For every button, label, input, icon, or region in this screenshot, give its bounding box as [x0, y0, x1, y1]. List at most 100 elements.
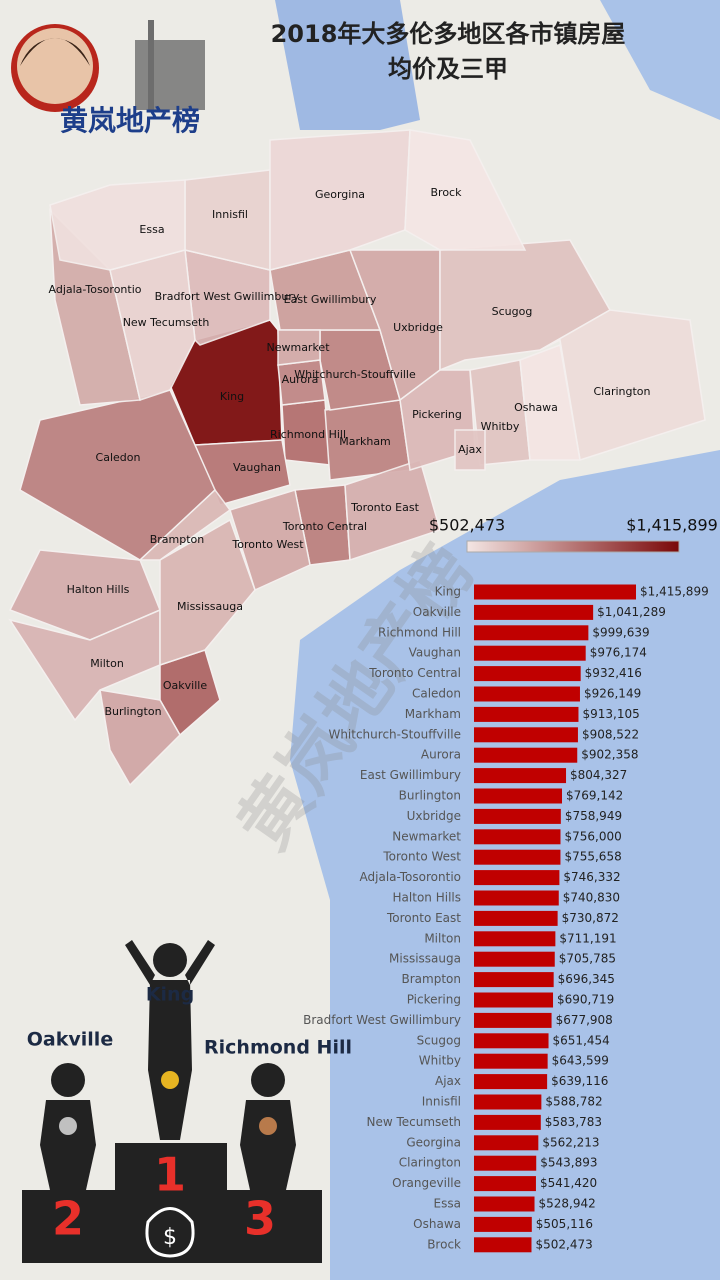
category-label: Burlington	[399, 789, 461, 803]
region-label: Toronto West	[231, 538, 304, 551]
value-label: $999,639	[592, 625, 649, 639]
bar	[474, 604, 594, 620]
bar	[474, 808, 561, 824]
lake-simcoe	[275, 0, 420, 130]
category-label: Toronto West	[382, 850, 461, 864]
podium-rank: 1	[154, 1148, 186, 1202]
region	[277, 329, 321, 366]
bar	[474, 1053, 548, 1069]
category-label: Georgina	[406, 1135, 461, 1149]
category-label: Orangeville	[392, 1176, 461, 1190]
region	[344, 459, 441, 562]
bar	[474, 686, 580, 702]
category-label: Brampton	[402, 972, 461, 986]
region-label: Uxbridge	[393, 321, 443, 334]
region-label: Georgina	[315, 188, 365, 201]
value-label: $1,415,899	[640, 585, 709, 599]
value-label: $543,893	[540, 1156, 597, 1170]
region	[539, 309, 706, 461]
region	[519, 343, 581, 461]
value-label: $740,830	[563, 891, 620, 905]
value-label: $677,908	[556, 1013, 613, 1027]
podium-rank: 3	[244, 1192, 276, 1246]
podium-base	[22, 1190, 322, 1263]
bar	[474, 1094, 542, 1110]
podium-name: King	[146, 984, 194, 1006]
value-label: $541,420	[540, 1176, 597, 1190]
value-label: $1,041,289	[597, 605, 666, 619]
bar	[474, 951, 555, 967]
podium-name: Richmond Hill	[204, 1037, 352, 1059]
region-label: Oshawa	[514, 401, 558, 414]
region-label: Caledon	[96, 451, 141, 464]
category-label: Vaughan	[409, 646, 461, 660]
title-line: 均价及三甲	[388, 55, 508, 83]
region-label: Halton Hills	[67, 583, 130, 596]
bag-symbol: $	[163, 1225, 177, 1250]
logo-hair	[20, 38, 90, 66]
value-label: $730,872	[562, 911, 619, 925]
value-label: $562,213	[542, 1135, 599, 1149]
category-label: Halton Hills	[393, 891, 461, 905]
region	[138, 488, 232, 561]
bar	[474, 890, 559, 906]
title-line: 2018年大多伦多地区各市镇房屋	[271, 20, 626, 48]
category-label: Brock	[427, 1237, 461, 1251]
region-label: Clarington	[593, 385, 650, 398]
region-label: King	[220, 390, 244, 403]
category-label: Whitby	[419, 1054, 461, 1068]
region-label: East Gwillimbury	[284, 293, 377, 306]
value-label: $755,658	[564, 850, 621, 864]
category-label: New Tecumseth	[367, 1115, 462, 1129]
figure-body	[125, 940, 215, 1140]
region-label: Scugog	[492, 305, 533, 318]
category-label: Aurora	[421, 748, 461, 762]
bar	[474, 788, 563, 804]
value-label: $756,000	[564, 829, 621, 843]
category-label: East Gwillimbury	[360, 768, 461, 782]
medal-gold	[161, 1071, 179, 1089]
category-label: Scugog	[417, 1033, 461, 1047]
region-label: Adjala-Tosorontio	[49, 283, 142, 296]
value-label: $705,785	[559, 952, 616, 966]
bar	[474, 1216, 532, 1232]
colorbar-max: $1,415,899	[626, 516, 718, 535]
value-label: $913,105	[582, 707, 639, 721]
logo-text: 黄岚地产榜	[60, 104, 200, 137]
value-label: $502,473	[535, 1237, 592, 1251]
podium-rank: 2	[52, 1192, 84, 1246]
lake-ontario	[290, 450, 720, 1280]
value-label: $804,327	[570, 768, 627, 782]
category-label: Oakville	[413, 605, 461, 619]
bar	[474, 645, 586, 661]
bar	[474, 1176, 536, 1192]
bar	[474, 666, 581, 682]
region	[159, 518, 256, 667]
category-label: Oshawa	[413, 1217, 461, 1231]
figure-body	[40, 1100, 96, 1190]
podium: King 1 Oakville 2 Richmond Hill 3 $	[22, 940, 352, 1263]
logo: 黄岚地产榜	[11, 20, 205, 137]
bar	[474, 829, 561, 845]
bar	[474, 992, 554, 1008]
bar	[474, 870, 560, 886]
region-label: Brock	[431, 186, 463, 199]
category-label: Innisfil	[422, 1095, 461, 1109]
region-label: Toronto Central	[282, 520, 367, 533]
region-label: Richmond Hill	[270, 428, 346, 441]
region-label: Ajax	[458, 443, 482, 456]
category-label: Whitchurch-Stouffville	[328, 727, 461, 741]
region	[99, 689, 181, 787]
category-label: Uxbridge	[407, 809, 461, 823]
bar	[474, 747, 578, 763]
colorbar	[466, 540, 680, 553]
bar	[474, 931, 556, 947]
value-label: $528,942	[539, 1197, 596, 1211]
category-label: King	[435, 585, 461, 599]
bar-chart: King $1,415,899 Oakville $1,041,289 Richmond…	[303, 584, 709, 1253]
bar	[474, 972, 554, 988]
region-label: Pickering	[412, 408, 462, 421]
bar	[474, 625, 589, 641]
bar	[474, 706, 579, 722]
